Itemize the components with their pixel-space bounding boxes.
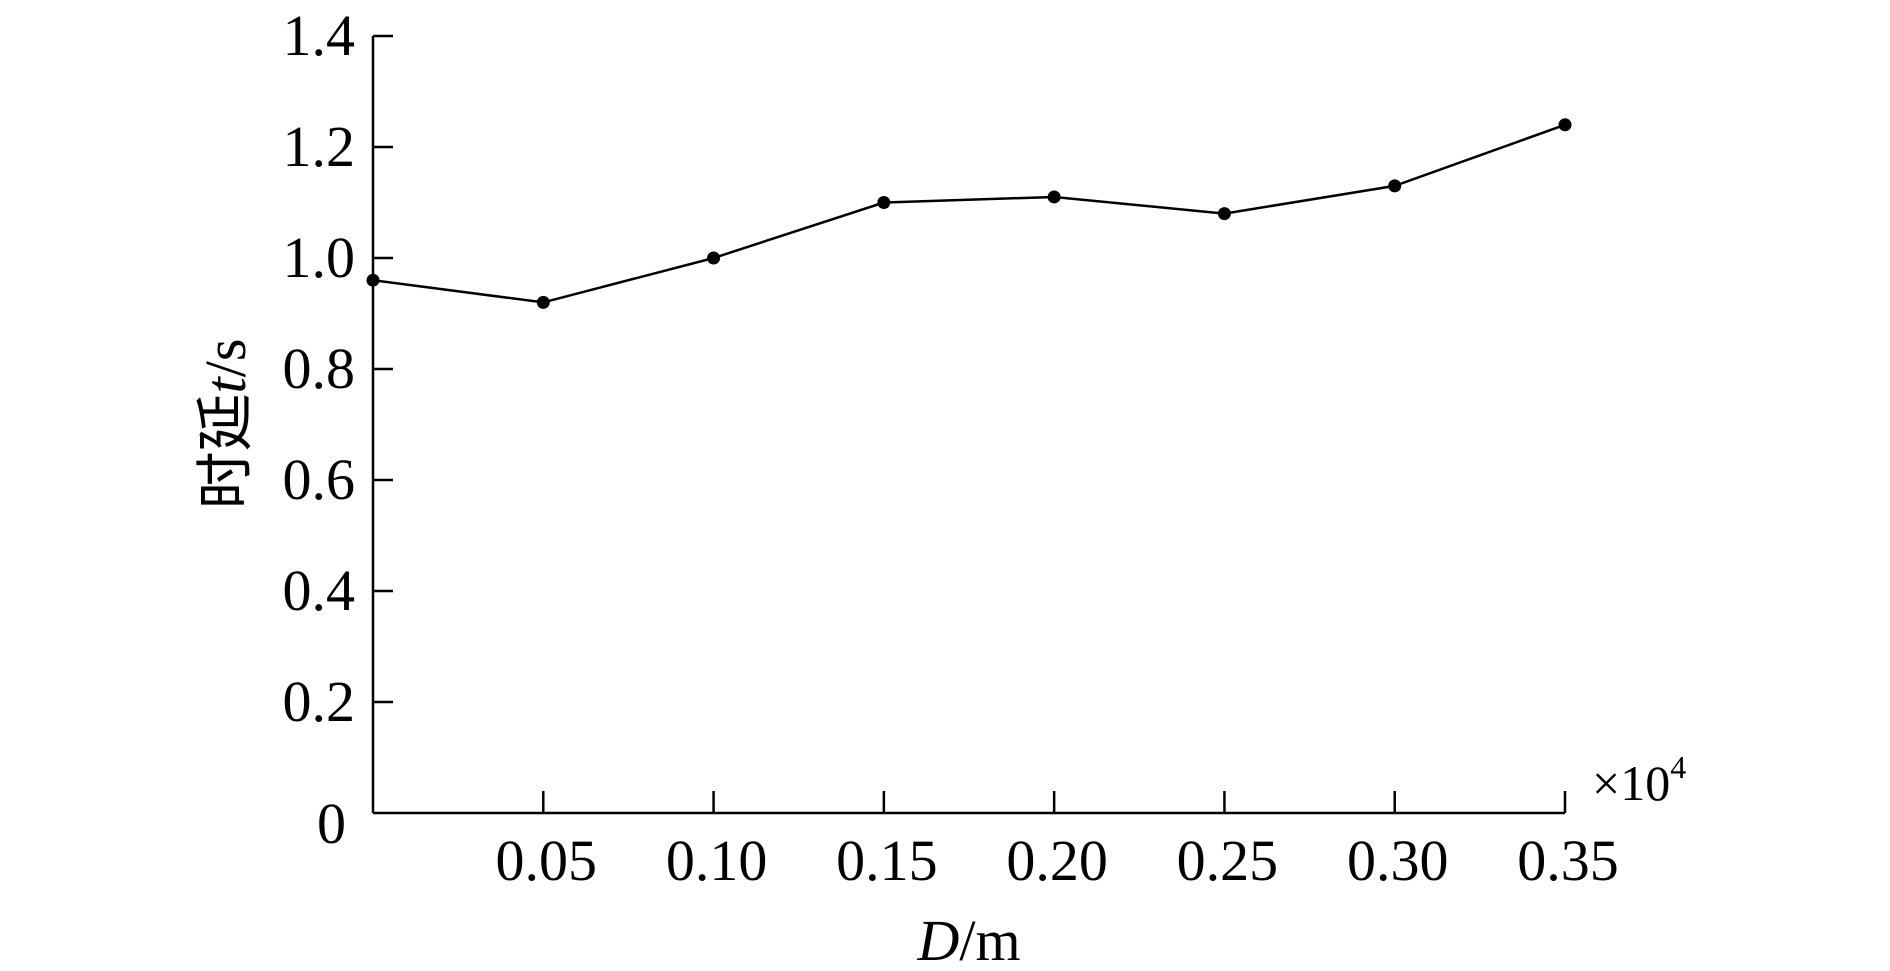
- data-series-line: [372, 123, 1566, 304]
- x-axis-multiplier-base: ×10: [1592, 755, 1670, 811]
- data-point: [366, 273, 380, 287]
- data-point: [536, 295, 550, 309]
- y-axis-text: 时延: [193, 393, 258, 509]
- axes-layer: [371, 36, 1565, 815]
- y-tick-label: 1.0: [283, 225, 356, 290]
- y-tick-label: 0: [317, 791, 346, 856]
- x-tick-label: 0.20: [1006, 828, 1108, 893]
- data-point: [1047, 190, 1061, 204]
- x-axis-variable: D: [916, 908, 959, 971]
- y-tick-label: 0.4: [283, 558, 356, 623]
- ticks-layer: 0.05 0.10 0.15 0.20 0.25 0.30 0.35 0 0.2 0.4 0.6 0.…: [283, 3, 1619, 893]
- series-layer: [366, 118, 1572, 309]
- y-axis-unit: /s: [193, 339, 258, 378]
- data-point: [1217, 207, 1231, 221]
- y-tick-label: 0.8: [283, 336, 356, 401]
- data-point: [1388, 179, 1402, 193]
- data-point: [1558, 118, 1572, 132]
- y-axis-label: 时延t/s: [193, 339, 258, 510]
- y-tick-label: 0.2: [283, 669, 356, 734]
- x-axis-unit: /m: [959, 908, 1020, 971]
- y-tick-label: 1.2: [283, 114, 356, 179]
- x-tick-label: 0.05: [496, 828, 598, 893]
- x-axis-multiplier: ×104: [1592, 749, 1686, 811]
- x-tick-label: 0.25: [1177, 828, 1279, 893]
- y-tick-label: 1.4: [283, 3, 356, 68]
- x-tick-label: 0.10: [666, 828, 768, 893]
- x-axis-multiplier-exponent: 4: [1670, 749, 1686, 785]
- x-tick-label: 0.15: [836, 828, 938, 893]
- y-axis-variable: t: [193, 375, 258, 393]
- x-tick-label: 0.35: [1517, 828, 1619, 893]
- x-tick-label: 0.30: [1347, 828, 1449, 893]
- y-tick-label: 0.6: [283, 447, 356, 512]
- data-point: [877, 196, 891, 209]
- data-point: [707, 251, 721, 265]
- x-axis-label: D/m: [916, 908, 1020, 971]
